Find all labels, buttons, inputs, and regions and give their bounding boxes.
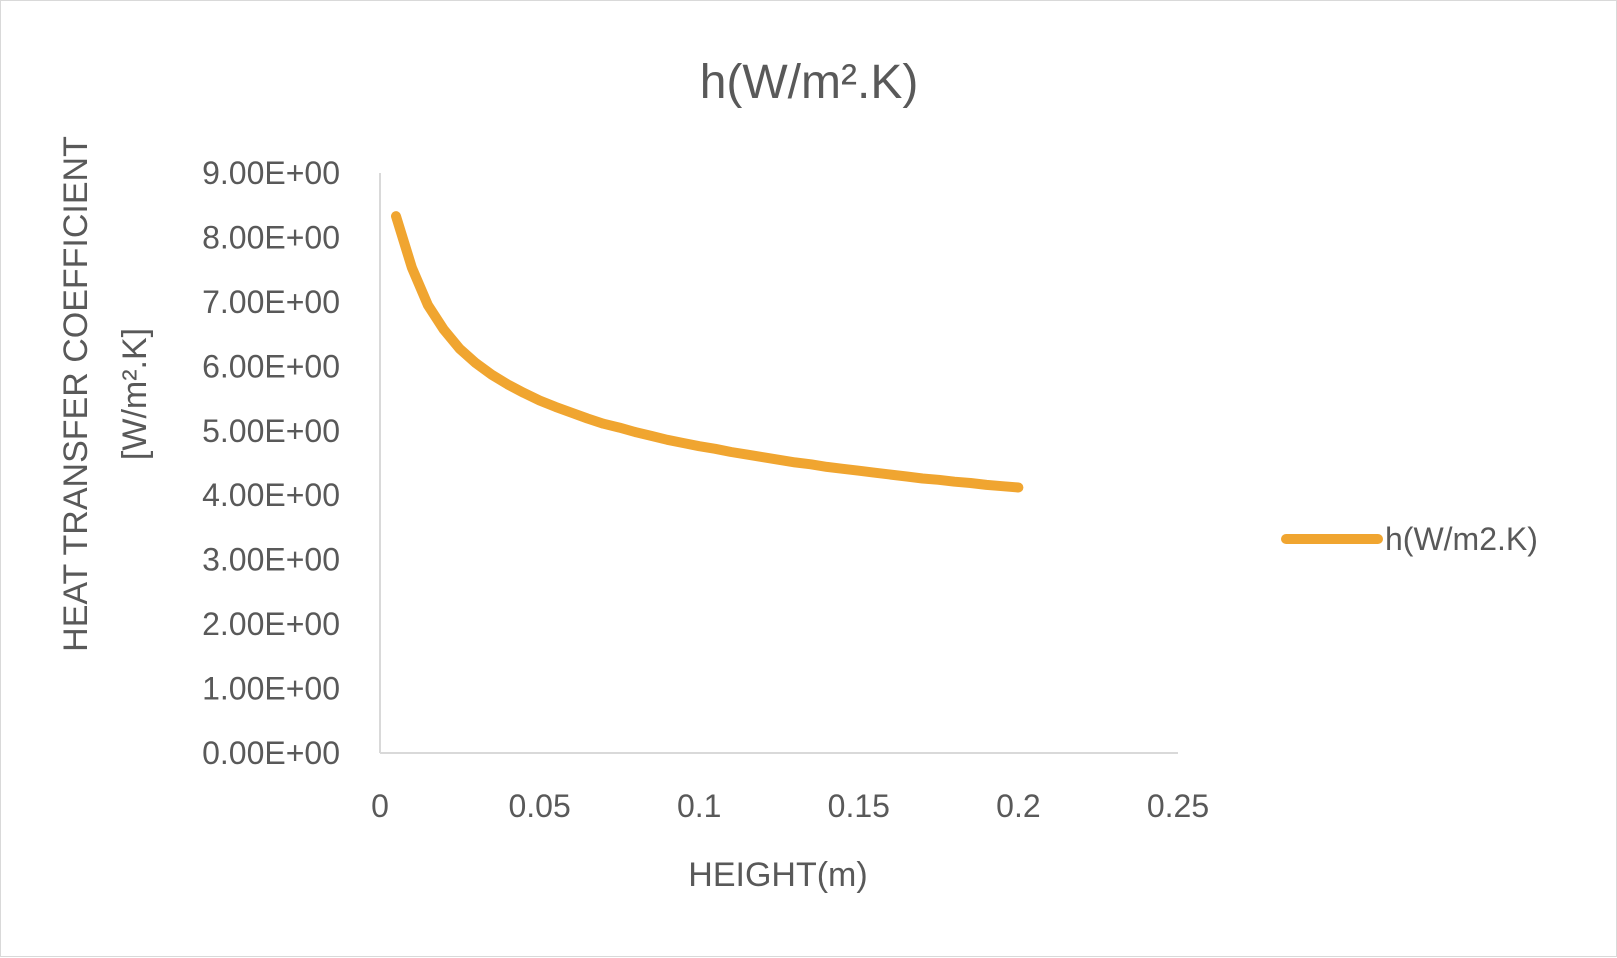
legend-label: h(W/m2.K) — [1385, 521, 1538, 557]
y-tick-label: 9.00E+00 — [202, 155, 340, 191]
y-axis-title-line2: [W/m².K] — [116, 328, 154, 460]
y-tick-label: 5.00E+00 — [202, 413, 340, 449]
series-layer — [391, 211, 1024, 493]
y-tick-label: 8.00E+00 — [202, 219, 340, 255]
x-axis-title: HEIGHT(m) — [688, 856, 867, 894]
y-tick-label: 3.00E+00 — [202, 542, 340, 578]
x-tick-label: 0.1 — [677, 788, 721, 824]
y-axis-title-line1: HEAT TRANSFER COEFFICIENT — [57, 136, 95, 652]
y-tick-label: 6.00E+00 — [202, 348, 340, 384]
x-tick-labels: 0 0.05 0.1 0.15 0.2 0.25 — [371, 788, 1209, 824]
y-tick-labels: 0.00E+00 1.00E+00 2.00E+00 3.00E+00 4.00E+00… — [202, 155, 340, 771]
legend: h(W/m2.K) — [1281, 521, 1538, 557]
chart-title: h(W/m².K) — [700, 56, 919, 109]
x-tick-label: 0.25 — [1147, 788, 1209, 824]
x-tick-label: 0.15 — [828, 788, 890, 824]
y-tick-label: 1.00E+00 — [202, 671, 340, 707]
y-tick-label: 2.00E+00 — [202, 606, 340, 642]
x-tick-label: 0 — [371, 788, 389, 824]
x-tick-label: 0.2 — [996, 788, 1040, 824]
y-tick-label: 0.00E+00 — [202, 735, 340, 771]
series-line — [391, 211, 1024, 493]
y-tick-label: 7.00E+00 — [202, 284, 340, 320]
x-tick-label: 0.05 — [508, 788, 570, 824]
y-tick-label: 4.00E+00 — [202, 477, 340, 513]
